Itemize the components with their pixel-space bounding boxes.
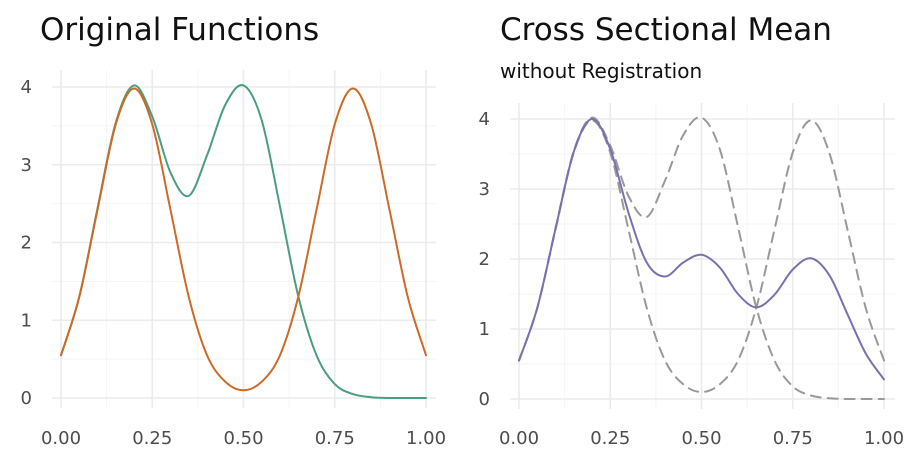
right-y-tick-label: 2 [479,249,490,270]
right-plot-area: 0.00 0.25 0.50 0.75 1.00 0 1 2 3 4 [479,103,904,449]
left-plot-area: 0.00 0.25 0.50 0.75 1.00 0 1 2 3 4 [21,70,446,449]
left-y-tick-label: 0 [21,388,32,409]
right-x-tick-label: 0.25 [590,428,630,449]
left-y-tick-label: 1 [21,310,32,331]
right-y-tick-label: 0 [479,389,490,410]
left-y-tick-label: 3 [21,155,32,176]
left-x-tick-label: 0.25 [132,428,172,449]
right-panel: Cross Sectional Mean without Registratio… [479,12,904,449]
right-x-tick-label: 0.50 [681,428,721,449]
right-series-line-1 [518,116,885,401]
left-y-tick-label: 4 [21,77,32,98]
left-x-tick-label: 0.50 [223,428,263,449]
right-y-tick-label: 1 [479,319,490,340]
left-y-tick-label: 2 [21,233,32,254]
left-x-tick-label: 0.75 [315,428,355,449]
right-y-tick-label: 3 [479,179,490,200]
left-panel: Original Functions 0.00 0.25 0.50 0.75 1.000… [21,12,446,449]
right-panel-subtitle: without Registration [500,59,702,83]
left-panel-title: Original Functions [40,12,319,48]
right-x-tick-label: 0.75 [773,428,813,449]
left-x-tick-label: 1.00 [406,428,446,449]
left-x-tick-label: 0.00 [41,428,81,449]
right-series-line-0 [518,118,885,381]
right-panel-title: Cross Sectional Mean [500,12,832,48]
right-x-tick-label: 1.00 [864,428,904,449]
right-y-tick-label: 4 [479,109,490,130]
left-series-line-1 [60,87,427,392]
right-x-tick-label: 0.00 [499,428,539,449]
